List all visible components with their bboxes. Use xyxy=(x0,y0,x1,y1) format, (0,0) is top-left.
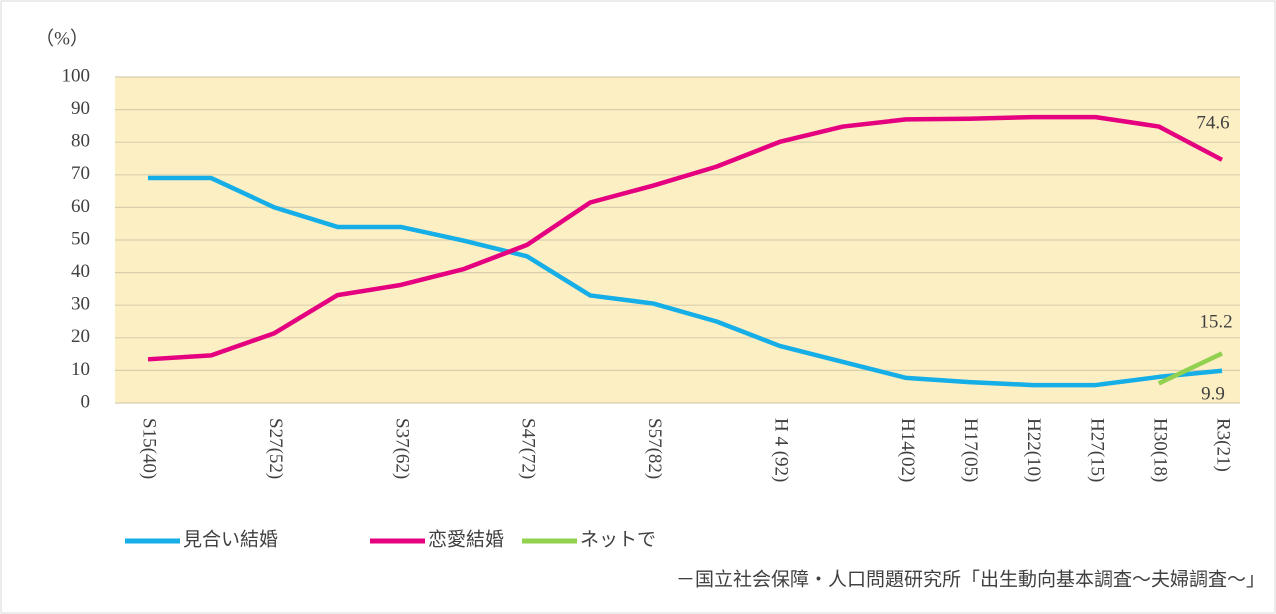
y-tick-label: 40 xyxy=(71,261,90,282)
x-tick-label: S37(62) xyxy=(391,418,412,479)
x-tick-label: S47(72) xyxy=(518,418,539,479)
y-axis-label: （%） xyxy=(35,27,89,49)
y-tick-label: 0 xyxy=(81,391,91,412)
y-tick-label: 90 xyxy=(71,98,90,119)
y-tick-label: 50 xyxy=(71,228,90,249)
data-label: 9.9 xyxy=(1201,383,1225,404)
y-tick-label: 60 xyxy=(71,196,90,217)
x-tick-label: H 4 (92) xyxy=(770,418,791,482)
series-line xyxy=(147,114,1224,362)
y-tick-label: 10 xyxy=(71,359,90,380)
y-tick-label: 30 xyxy=(71,294,90,315)
y-tick-label: 20 xyxy=(71,326,90,347)
series-line xyxy=(1157,351,1223,386)
data-label: 74.6 xyxy=(1196,112,1229,133)
legend-label: 見合い結婚 xyxy=(183,528,278,550)
y-tick-label: 70 xyxy=(71,163,90,184)
x-tick-label: H17(05) xyxy=(960,418,981,482)
x-tick-label: H22(10) xyxy=(1023,418,1044,482)
x-tick-label: S27(52) xyxy=(265,418,286,479)
x-tick-label: R3(21) xyxy=(1213,418,1234,472)
series-line xyxy=(148,175,1223,388)
x-tick-label: S57(82) xyxy=(644,418,665,479)
x-tick-label: S15(40) xyxy=(139,418,160,479)
x-tick-label: H14(02) xyxy=(897,418,918,482)
source-note: －国立社会保障・人口問題研究所「出生動向基本調査～夫婦調査～」 xyxy=(676,568,1265,590)
y-tick-label: 100 xyxy=(62,65,91,86)
y-tick-label: 80 xyxy=(71,131,90,152)
data-label: 15.2 xyxy=(1199,311,1232,332)
x-tick-label: H27(15) xyxy=(1086,418,1107,482)
x-tick-label: H30(18) xyxy=(1149,418,1170,482)
legend-label: ネットで xyxy=(580,529,656,550)
legend-label: 恋愛結婚 xyxy=(428,528,504,550)
